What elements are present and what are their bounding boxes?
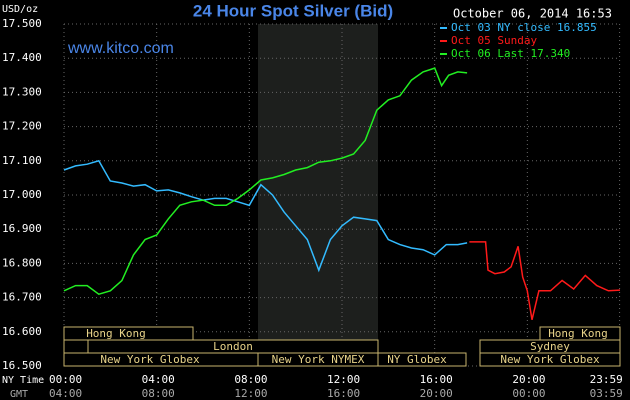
session-label: New York Globex (100, 353, 200, 366)
y-tick-label: 17.500 (2, 17, 42, 30)
x-axis-label: NY Time (2, 375, 44, 386)
lines (63, 67, 621, 320)
session-label: New York NYMEX (272, 353, 365, 366)
nymex-shade (258, 24, 378, 366)
y-axis-label: USD/oz (2, 4, 38, 15)
y-tick-label: 16.900 (2, 222, 42, 235)
series-line (469, 241, 621, 320)
legend-label: Oct 06 Last 17.340 (451, 47, 570, 60)
session-label: London (213, 340, 253, 353)
session-label: New York Globex (500, 353, 600, 366)
y-tick-label: 16.700 (2, 291, 42, 304)
x-tick-label: 04:00 (142, 373, 175, 386)
x2-tick-label: 16:00 (327, 387, 360, 400)
x-tick-label: 00:00 (49, 373, 82, 386)
x2-tick-label: 08:00 (142, 387, 175, 400)
series-line (63, 159, 468, 273)
x2-tick-label: 03:59 (590, 387, 623, 400)
x-tick-label: 23:59 (590, 373, 623, 386)
y-tick-label: 16.600 (2, 325, 42, 338)
session-label: Sydney (530, 340, 570, 353)
y-tick-label: 17.000 (2, 188, 42, 201)
timestamp: October 06, 2014 16:53 (453, 7, 612, 21)
legend-label: Oct 03 NY close 16.855 (451, 21, 597, 34)
y-tick-label: 17.300 (2, 85, 42, 98)
y-tick-label: 16.500 (2, 359, 42, 372)
x-tick-label: 16:00 (420, 373, 453, 386)
session-box (63, 339, 89, 354)
x2-tick-label: 12:00 (234, 387, 267, 400)
x-tick-label: 12:00 (327, 373, 360, 386)
legend-label: Oct 05 Sunday (451, 34, 537, 47)
x2-tick-label: 20:00 (420, 387, 453, 400)
y-tick-label: 17.400 (2, 51, 42, 64)
x2-axis-label: GMT (10, 389, 28, 400)
chart-title: 24 Hour Spot Silver (Bid) (193, 1, 393, 20)
x2-tick-label: 00:00 (512, 387, 545, 400)
session-box (479, 352, 621, 367)
x2-tick-label: 04:00 (49, 387, 82, 400)
series-line (63, 67, 468, 296)
y-tick-label: 17.200 (2, 120, 42, 133)
x-tick-label: 20:00 (512, 373, 545, 386)
y-tick-label: 16.800 (2, 256, 42, 269)
x-tick-label: 08:00 (234, 373, 267, 386)
sessions: Hong Kong Hong Kong London Sydney New Yo… (63, 326, 621, 367)
session-label: NY Globex (387, 353, 447, 366)
session-box (377, 352, 467, 367)
y-tick-label: 17.100 (2, 154, 42, 167)
session-label: Hong Kong (86, 327, 146, 340)
source: www.kitco.com (67, 40, 174, 57)
session-label: Hong Kong (548, 327, 608, 340)
